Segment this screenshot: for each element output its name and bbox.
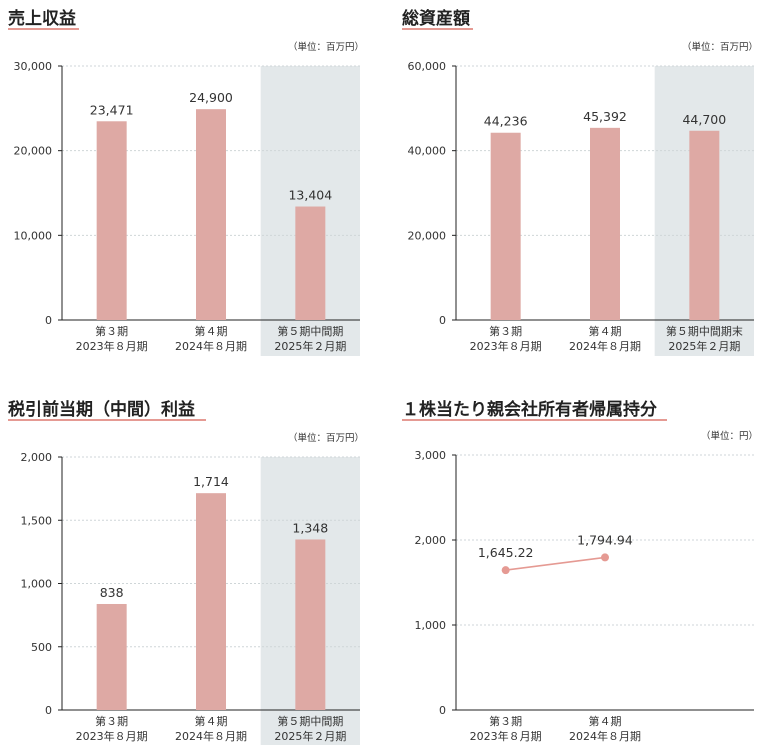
y-tick-label: 0 <box>45 704 52 717</box>
chart-title: 税引前当期（中間）利益 <box>8 400 195 420</box>
category-sublabel: 2024年８月期 <box>175 339 247 353</box>
y-tick-label: 0 <box>439 704 446 717</box>
bar <box>196 493 226 710</box>
bar <box>689 130 720 320</box>
bar <box>96 603 127 710</box>
title-underline <box>402 419 667 421</box>
category-sublabel: 2025年２月期 <box>668 339 740 353</box>
y-tick-label: 0 <box>45 314 52 327</box>
y-tick-label: 1,500 <box>21 514 53 527</box>
data-label: 44,700 <box>682 112 726 127</box>
unit-label: （単位：百万円） <box>288 41 364 53</box>
y-tick-label: 30,000 <box>14 60 53 73</box>
category-label: 第５期中間期 <box>277 324 343 338</box>
data-label: 1,645.22 <box>478 545 534 560</box>
y-tick-label: 500 <box>31 641 52 654</box>
title-underline <box>402 28 473 30</box>
title-underline <box>8 28 79 30</box>
category-sublabel: 2023年８月期 <box>470 339 542 353</box>
data-label: 44,236 <box>484 114 528 129</box>
title-underline <box>8 419 206 421</box>
bar <box>96 121 127 320</box>
category-sublabel: 2025年２月期 <box>274 339 346 353</box>
unit-label: （単位：円） <box>701 430 758 442</box>
category-label: 第３期 <box>95 324 128 338</box>
category-sublabel: 2025年２月期 <box>274 729 346 743</box>
chart-title: １株当たり親会社所有者帰属持分 <box>402 400 657 420</box>
data-point <box>601 553 609 562</box>
data-label: 45,392 <box>583 109 627 124</box>
chart-panel-revenue: 売上収益 0 10,000 20,000 30,000 （単位：百万円） 第３期 2023年… <box>0 0 381 374</box>
y-tick-label: 0 <box>439 314 446 327</box>
category-label: 第４期 <box>195 324 228 338</box>
chart-panel-pretax-profit: 税引前当期（中間）利益 0 500 1,000 1,500 2,000 （単位：百万円） 第… <box>0 391 381 749</box>
bar <box>590 127 620 320</box>
chart-title: 売上収益 <box>8 9 76 29</box>
data-label: 838 <box>100 585 124 600</box>
y-tick-label: 3,000 <box>415 449 447 462</box>
category-label: 第４期 <box>589 324 622 338</box>
category-label: 第３期 <box>489 714 522 728</box>
data-label: 1,348 <box>292 520 328 535</box>
category-label: 第３期 <box>95 714 128 728</box>
bar <box>295 206 326 320</box>
category-sublabel: 2023年８月期 <box>76 339 148 353</box>
y-tick-label: 20,000 <box>14 145 53 158</box>
category-label: 第４期 <box>589 714 622 728</box>
data-label: 1,794.94 <box>577 532 633 547</box>
category-sublabel: 2023年８月期 <box>76 729 148 743</box>
data-label: 23,471 <box>90 102 134 117</box>
bar <box>295 539 326 710</box>
category-label: 第５期中間期末 <box>666 324 743 338</box>
unit-label: （単位：百万円） <box>682 41 758 53</box>
y-tick-label: 10,000 <box>14 229 53 242</box>
bar <box>490 132 521 320</box>
data-label: 13,404 <box>288 188 332 203</box>
y-tick-label: 1,000 <box>415 619 447 632</box>
y-tick-label: 60,000 <box>408 60 447 73</box>
category-sublabel: 2024年８月期 <box>569 729 641 743</box>
y-tick-label: 2,000 <box>415 534 447 547</box>
category-label: 第４期 <box>195 714 228 728</box>
unit-label: （単位：百万円） <box>288 432 364 444</box>
data-point <box>501 566 510 575</box>
data-label: 24,900 <box>189 90 233 105</box>
y-tick-label: 2,000 <box>21 451 53 464</box>
y-tick-label: 20,000 <box>408 229 447 242</box>
category-sublabel: 2023年８月期 <box>470 729 542 743</box>
data-label: 1,714 <box>193 474 229 489</box>
category-label: 第３期 <box>489 324 522 338</box>
bar <box>196 109 226 321</box>
category-sublabel: 2024年８月期 <box>569 339 641 353</box>
y-tick-label: 1,000 <box>21 578 53 591</box>
chart-title: 総資産額 <box>402 9 470 29</box>
y-tick-label: 40,000 <box>408 145 447 158</box>
category-label: 第５期中間期 <box>277 714 343 728</box>
series-line <box>505 556 606 571</box>
category-sublabel: 2024年８月期 <box>175 729 247 743</box>
chart-panel-total-assets: 総資産額 0 20,000 40,000 60,000 （単位：百万円） 第３期 2023年… <box>394 0 763 374</box>
chart-panel-equity-per-share: １株当たり親会社所有者帰属持分 0 1,000 2,000 3,000 （単位：円） 第３… <box>394 391 763 749</box>
